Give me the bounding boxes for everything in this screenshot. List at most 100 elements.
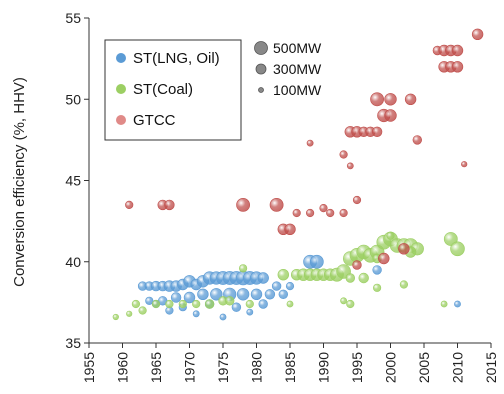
data-point [370,92,384,107]
data-point [450,241,465,257]
data-point [210,288,223,301]
data-point [271,281,282,291]
x-tick-label: 2010 [450,352,466,383]
y-tick-label: 35 [65,335,81,351]
data-point [236,288,250,301]
data-point [183,291,196,304]
legend-marker-gtcc [116,115,126,125]
size-marker-300mw [255,63,267,75]
data-point [398,243,410,255]
x-tick-label: 1995 [349,352,365,383]
data-point [404,93,417,106]
data-point [138,306,147,315]
size-marker-100mw [258,87,264,93]
data-point [112,313,119,321]
data-point [245,299,254,309]
data-point [197,288,209,300]
x-tick-label: 2000 [383,352,399,383]
data-point [451,61,464,73]
data-point [386,231,395,240]
data-point [170,292,182,303]
data-point [178,299,187,309]
data-point [399,280,409,289]
data-point [264,289,276,300]
data-point [306,208,315,218]
data-point [231,302,242,312]
data-point [278,289,288,299]
x-tick-label: 1980 [249,352,265,383]
size-label-500mw: 500MW [273,40,322,56]
size-marker-500mw [254,41,268,55]
data-point [346,299,355,309]
data-point [151,299,161,309]
x-tick-label: 1975 [215,352,231,383]
data-point [346,162,354,170]
size-label-100mw: 100MW [273,82,322,98]
data-point [257,272,269,284]
x-tick-label: 1970 [182,352,198,383]
legend-marker-st-coal [116,84,126,94]
y-axis-title: Conversion efficiency (%, HHV) [11,77,28,287]
data-point [358,272,369,284]
legend: ST(LNG, Oil) ST(Coal) GTCC [104,39,242,141]
data-point [352,260,362,270]
data-point [384,93,397,106]
data-point [284,223,296,236]
data-point [461,161,468,168]
data-point [239,264,248,273]
legend-box [104,39,242,141]
series-st-coal- [112,231,465,321]
data-point [454,300,461,308]
data-point [286,300,294,308]
series-gtcc [125,28,484,270]
data-point [165,299,174,309]
data-point [306,139,314,147]
y-tick-label: 45 [65,173,81,189]
data-point [250,288,263,300]
legend-label-st-coal: ST(Coal) [133,81,193,98]
data-point [269,197,284,212]
data-point [440,300,448,308]
data-point [236,197,250,212]
data-point [225,296,235,306]
x-tick-label: 1960 [115,352,131,383]
data-point [319,204,328,213]
data-point [345,273,355,283]
data-points [112,28,484,321]
data-point [125,200,134,209]
data-point [443,232,458,246]
data-point [219,313,227,321]
data-point [126,310,133,317]
data-point [258,299,268,309]
data-point [451,44,464,57]
y-tick-label: 55 [65,10,81,26]
data-point [412,135,422,145]
legend-marker-st-lng-oil [116,53,126,63]
data-point [192,310,200,318]
x-tick-label: 1955 [81,352,97,383]
data-point [340,297,347,305]
size-label-300mw: 300MW [273,61,322,77]
data-point [246,308,254,316]
data-point [309,254,324,269]
y-tick-label: 50 [65,91,81,107]
axes: 35 40 45 50 55 1955 1960 1965 1970 1975 1980 1985 19… [65,10,499,383]
x-tick-label: 1985 [282,352,298,383]
data-point [131,299,140,309]
data-point [204,299,215,309]
y-tick-label: 40 [65,254,81,270]
data-point [145,296,154,305]
data-point [471,28,484,40]
legend-label-st-lng-oil: ST(LNG, Oil) [133,50,220,67]
data-point [164,199,175,211]
data-point [378,252,390,265]
x-tick-label: 2015 [483,352,499,383]
data-point [277,269,289,281]
data-point [373,283,382,292]
data-point [372,265,382,275]
data-point [339,208,348,218]
x-tick-label: 2005 [416,352,432,383]
data-point [292,208,301,218]
data-point [352,195,362,205]
legend-label-gtcc: GTCC [133,112,176,129]
